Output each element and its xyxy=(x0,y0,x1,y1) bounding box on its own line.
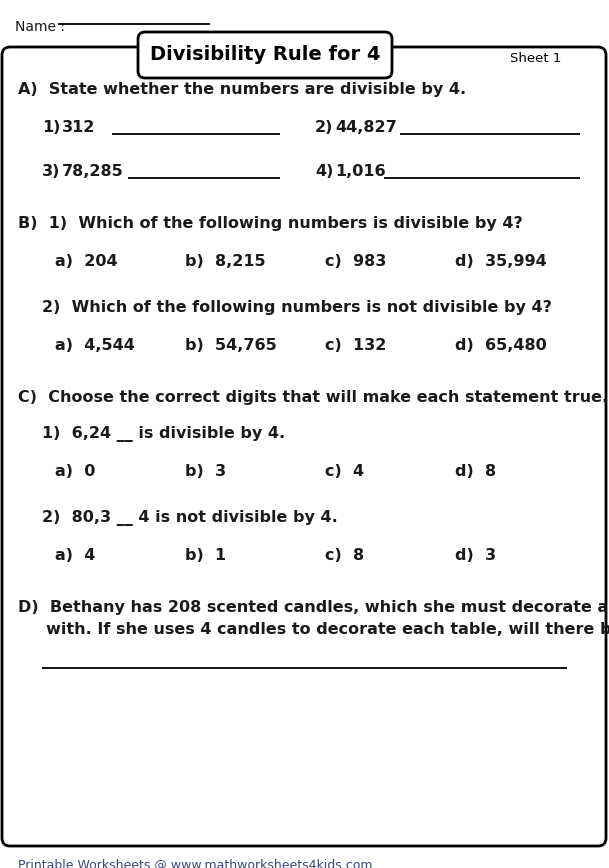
Text: 312: 312 xyxy=(62,120,96,135)
Text: 1): 1) xyxy=(42,120,60,135)
Text: a)  0: a) 0 xyxy=(55,464,96,479)
FancyBboxPatch shape xyxy=(138,32,392,78)
Text: d)  8: d) 8 xyxy=(455,464,496,479)
Text: c)  983: c) 983 xyxy=(325,254,386,269)
Text: Name :: Name : xyxy=(15,20,65,34)
Text: b)  3: b) 3 xyxy=(185,464,226,479)
Text: 2)  80,3 __ 4 is not divisible by 4.: 2) 80,3 __ 4 is not divisible by 4. xyxy=(42,510,338,526)
Text: 4): 4) xyxy=(315,164,333,179)
Text: with. If she uses 4 candles to decorate each table, will there be any candles le: with. If she uses 4 candles to decorate … xyxy=(18,622,609,637)
Text: C)  Choose the correct digits that will make each statement true.: C) Choose the correct digits that will m… xyxy=(18,390,608,405)
Text: 1,016: 1,016 xyxy=(335,164,385,179)
Text: d)  35,994: d) 35,994 xyxy=(455,254,547,269)
Text: d)  3: d) 3 xyxy=(455,548,496,563)
Text: 3): 3) xyxy=(42,164,60,179)
Text: 44,827: 44,827 xyxy=(335,120,396,135)
Text: 1)  6,24 __ is divisible by 4.: 1) 6,24 __ is divisible by 4. xyxy=(42,426,285,442)
Text: Divisibility Rule for 4: Divisibility Rule for 4 xyxy=(150,45,380,64)
Text: 2)  Which of the following numbers is not divisible by 4?: 2) Which of the following numbers is not… xyxy=(42,300,552,315)
Text: 2): 2) xyxy=(315,120,333,135)
Text: Sheet 1: Sheet 1 xyxy=(510,52,561,65)
Text: a)  4,544: a) 4,544 xyxy=(55,338,135,353)
Text: b)  1: b) 1 xyxy=(185,548,226,563)
Text: c)  132: c) 132 xyxy=(325,338,386,353)
Text: D)  Bethany has 208 scented candles, which she must decorate a number of tables: D) Bethany has 208 scented candles, whic… xyxy=(18,600,609,615)
Text: B)  1)  Which of the following numbers is divisible by 4?: B) 1) Which of the following numbers is … xyxy=(18,216,523,231)
FancyBboxPatch shape xyxy=(2,47,606,846)
Text: c)  8: c) 8 xyxy=(325,548,364,563)
Text: 78,285: 78,285 xyxy=(62,164,124,179)
Text: a)  4: a) 4 xyxy=(55,548,96,563)
Text: a)  204: a) 204 xyxy=(55,254,118,269)
Text: d)  65,480: d) 65,480 xyxy=(455,338,547,353)
Text: b)  54,765: b) 54,765 xyxy=(185,338,276,353)
Text: c)  4: c) 4 xyxy=(325,464,364,479)
Text: b)  8,215: b) 8,215 xyxy=(185,254,266,269)
Text: A)  State whether the numbers are divisible by 4.: A) State whether the numbers are divisib… xyxy=(18,82,466,97)
Text: Printable Worksheets @ www.mathworksheets4kids.com: Printable Worksheets @ www.mathworksheet… xyxy=(18,858,373,868)
